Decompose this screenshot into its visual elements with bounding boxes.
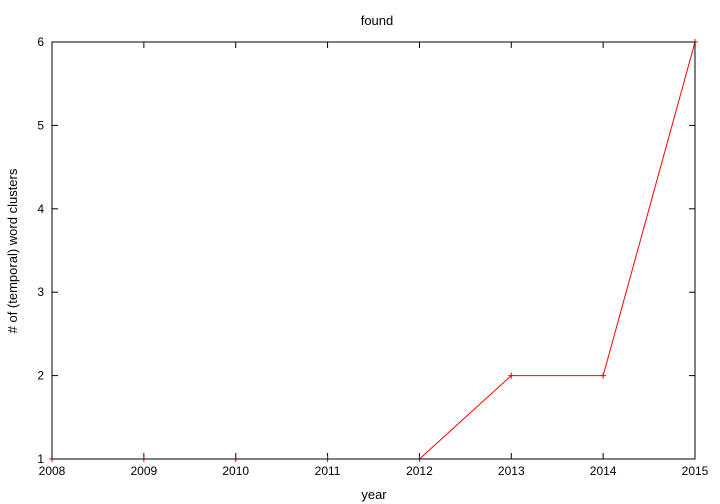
x-tick-label: 2013	[498, 464, 525, 478]
x-tick-label: 2012	[406, 464, 433, 478]
data-point	[508, 372, 515, 379]
y-tick-label: 1	[37, 452, 44, 466]
data-point	[600, 372, 607, 379]
x-tick-label: 2009	[131, 464, 158, 478]
y-axis-label: # of (temporal) word clusters	[5, 168, 20, 333]
plot-frame	[51, 41, 696, 460]
x-tick-label: 2014	[590, 464, 617, 478]
y-tick-label: 3	[37, 285, 44, 299]
x-tick-label: 2015	[682, 464, 709, 478]
axis-ticks	[51, 41, 696, 460]
x-tick-label: 2011	[315, 464, 341, 478]
y-tick-label: 4	[37, 202, 44, 216]
series-line	[52, 41, 696, 460]
x-tick-label: 2008	[39, 464, 66, 478]
y-tick-label: 5	[37, 118, 44, 132]
axis-tick-labels: 2008 2009 2010 2011 2012 2013 2014 2015 1 2 3 4 5 6	[37, 35, 708, 478]
plot-series	[49, 39, 698, 462]
y-tick-label: 2	[37, 369, 44, 383]
x-axis-label: year	[361, 487, 387, 502]
x-tick-label: 2010	[222, 464, 249, 478]
y-tick-label: 6	[37, 35, 44, 49]
chart-title: found	[361, 13, 394, 28]
